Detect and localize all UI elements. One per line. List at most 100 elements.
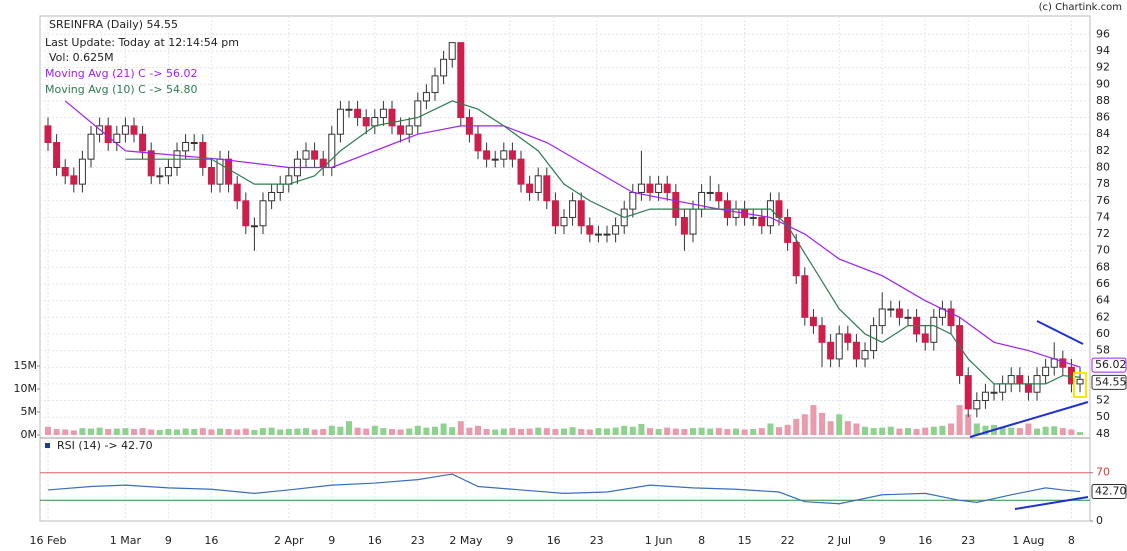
volume-bar <box>715 428 722 435</box>
x-tick-label: 9 <box>328 534 335 547</box>
volume-bar <box>225 429 232 435</box>
candle-body <box>586 225 594 235</box>
rsi-tick-label: 70 <box>1096 466 1110 479</box>
volume-bar <box>664 427 671 435</box>
candle-body <box>259 200 267 227</box>
rsi-tag: 42.70 <box>1095 485 1127 498</box>
ma-tag: 56.02 <box>1095 358 1127 371</box>
x-tick-label: 16 <box>368 534 382 547</box>
candle-body <box>250 225 258 228</box>
volume-bar <box>741 429 748 435</box>
volume-bar <box>44 426 51 435</box>
volume-bar <box>509 428 516 435</box>
y-tick-label: 76 <box>1096 194 1110 207</box>
volume-bar <box>423 427 430 435</box>
rsi-tag-box <box>1091 484 1127 500</box>
volume-bar <box>483 429 490 435</box>
candle-body <box>44 125 52 144</box>
candle-body <box>930 316 938 343</box>
volume-bar <box>457 421 464 435</box>
volume-bar <box>793 418 800 435</box>
volume-bar <box>165 429 172 435</box>
volume-bar <box>672 428 679 435</box>
volume-bar <box>1042 426 1049 435</box>
candle-body <box>895 308 903 318</box>
candle-body <box>500 150 508 160</box>
candle-body <box>749 216 757 219</box>
volume-bar <box>268 427 275 435</box>
y-tick-label: 94 <box>1096 44 1110 57</box>
candle-body <box>130 125 138 135</box>
volume-bar <box>690 428 697 435</box>
volume-bar <box>930 426 937 435</box>
volume-bar <box>371 425 378 435</box>
candle-body <box>474 133 482 152</box>
candle-body <box>302 150 310 160</box>
volume-bar <box>518 429 525 435</box>
candle-body <box>61 166 69 177</box>
volume-bar <box>526 428 533 435</box>
candle-body <box>276 183 284 193</box>
volume-bar <box>681 429 688 435</box>
volume-bar <box>105 429 112 435</box>
candle-body <box>268 191 276 202</box>
price-tag: 54.55 <box>1095 375 1127 388</box>
y-tick-label: 50 <box>1096 410 1110 423</box>
y-tick-label: 72 <box>1096 227 1110 240</box>
y-tick-label: 66 <box>1096 277 1110 290</box>
volume-bar <box>251 429 258 435</box>
candle-body <box>491 158 499 161</box>
candle-body <box>448 42 456 60</box>
moving-average <box>64 100 1081 368</box>
y-tick-label: 84 <box>1096 127 1110 140</box>
candle-body <box>792 241 800 277</box>
trend-line <box>969 401 1089 438</box>
volume-bar <box>956 405 963 435</box>
x-tick-label: 1 Jun <box>645 534 673 547</box>
volume-bar <box>492 429 499 435</box>
candle-body <box>354 108 362 119</box>
volume-bar <box>1025 423 1032 435</box>
x-tick-label: 23 <box>961 534 975 547</box>
y-tick-label: 96 <box>1096 27 1110 40</box>
candle-body <box>139 133 147 152</box>
candle-body <box>156 175 164 178</box>
candle-body <box>655 183 663 193</box>
candle-body <box>844 333 852 343</box>
candle-body <box>362 117 370 127</box>
volume-bar <box>113 428 120 435</box>
legend-ma10: Moving Avg (10) C -> 54.80 <box>45 83 198 96</box>
volume-bar <box>1068 429 1075 435</box>
volume-bar <box>647 428 654 435</box>
candle-body <box>483 150 491 160</box>
candle-body <box>508 150 516 160</box>
volume-bar <box>328 425 335 435</box>
legend-ma21: Moving Avg (21) C -> 56.02 <box>45 67 198 80</box>
candle-body <box>207 166 215 185</box>
volume-bar <box>131 429 138 435</box>
volume-bar <box>827 421 834 435</box>
volume-bar <box>449 427 456 435</box>
rsi-legend: RSI (14) -> 42.70 <box>57 439 153 452</box>
x-tick-label: 1 Mar <box>110 534 142 547</box>
candle-body <box>1024 383 1032 393</box>
candle-body <box>629 191 637 210</box>
x-tick-label: 15 <box>738 534 752 547</box>
candle-body <box>543 175 551 202</box>
candle-body <box>345 108 353 111</box>
y-tick-label: 92 <box>1096 61 1110 74</box>
volume-bar <box>260 428 267 435</box>
candle-body <box>517 158 525 185</box>
volume-bar <box>621 425 628 435</box>
y-tick-label: 86 <box>1096 111 1110 124</box>
volume-bar <box>655 429 662 435</box>
volume-bar <box>784 424 791 435</box>
rsi-line <box>47 473 1081 505</box>
x-tick-label: 16 <box>204 534 218 547</box>
trend-line <box>1036 320 1084 345</box>
volume-bar <box>1034 428 1041 435</box>
y-tick-label: 70 <box>1096 244 1110 257</box>
candle-body <box>612 225 620 235</box>
candle-body <box>827 341 835 360</box>
vol-tick-label: 5M <box>21 405 38 418</box>
